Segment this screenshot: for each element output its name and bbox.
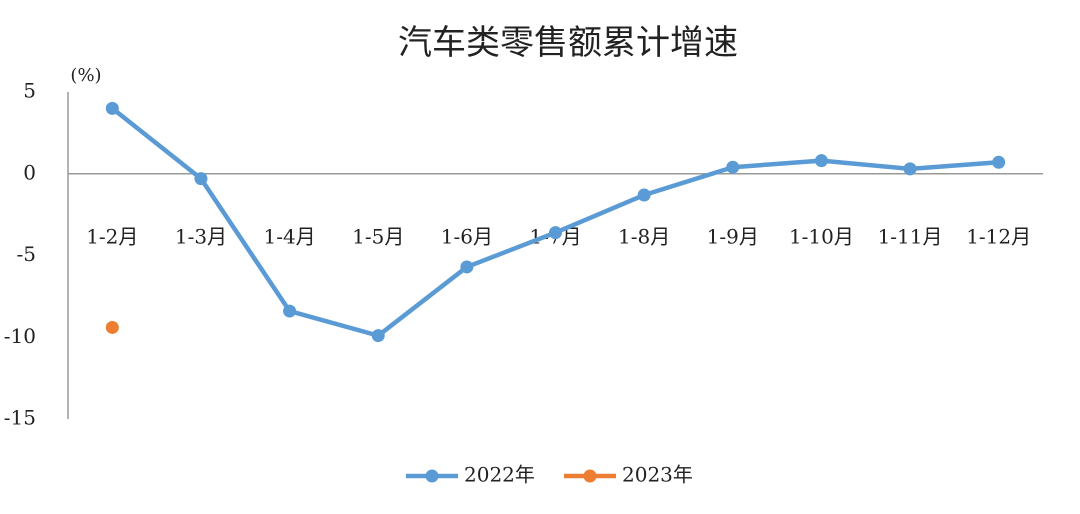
legend-label: 2022年 (464, 463, 535, 487)
y-tick-label: 0 (23, 160, 36, 184)
x-tick-label: 1-6月 (441, 224, 493, 248)
x-tick-label: 1-12月 (966, 224, 1031, 248)
y-tick-label: -10 (4, 324, 36, 348)
series-line (110, 106, 999, 338)
y-tick-label: -15 (4, 406, 36, 430)
data-point (814, 154, 828, 168)
data-point (903, 162, 917, 176)
y-tick-label: -5 (17, 242, 36, 266)
chart-title: 汽车类零售额累计增速 (398, 23, 738, 63)
data-point (105, 320, 119, 334)
legend-marker (425, 469, 439, 483)
data-point (460, 260, 474, 274)
legend-marker (583, 469, 597, 483)
x-tick-label: 1-11月 (878, 224, 943, 248)
x-tick-label: 1-4月 (263, 224, 315, 248)
data-point (549, 226, 562, 240)
data-point (283, 304, 297, 318)
y-tick-label: 5 (23, 79, 36, 103)
x-tick-label: 1-3月 (175, 224, 227, 248)
x-tick-label: 1-8月 (618, 224, 670, 248)
x-tick-label: 1-9月 (707, 224, 759, 248)
data-point (992, 155, 1006, 169)
data-point (371, 329, 385, 343)
data-point (726, 160, 740, 174)
y-axis-label: (%) (70, 65, 101, 86)
x-tick-label: 1-10月 (789, 224, 854, 248)
data-point (105, 101, 119, 115)
x-tick-label: 1-2月 (86, 224, 138, 248)
data-point (194, 172, 208, 186)
data-point (637, 188, 651, 202)
x-tick-label: 1-5月 (352, 224, 404, 248)
legend-label: 2023年 (622, 463, 693, 487)
